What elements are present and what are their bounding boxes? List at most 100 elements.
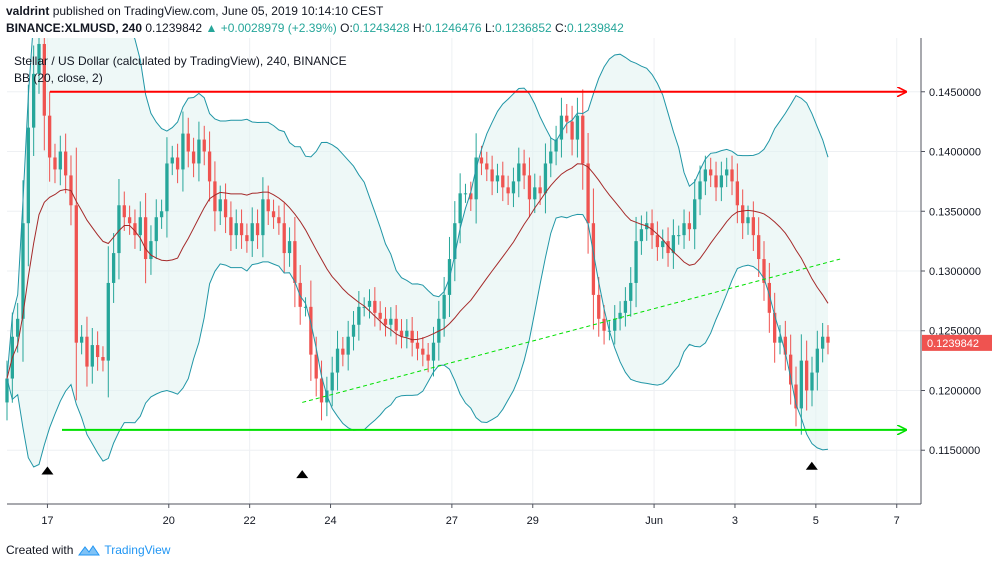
candle-body	[533, 187, 537, 200]
candle-body	[261, 199, 265, 236]
candle-body	[373, 300, 377, 313]
candle-body	[570, 121, 574, 140]
candle-body	[442, 294, 446, 319]
candle-body	[485, 163, 489, 170]
candle-body	[383, 318, 388, 325]
candle-body	[682, 223, 686, 236]
candle-body	[37, 43, 41, 74]
marker-triangle-icon	[296, 470, 309, 479]
candle-body	[522, 163, 526, 176]
candle-body	[357, 306, 361, 325]
candle-body	[277, 217, 281, 224]
y-tick-label: 0.1150000	[929, 445, 980, 457]
author-name[interactable]: valdrint	[6, 4, 50, 18]
candle-body	[778, 336, 782, 343]
symbol-label: BINANCE:XLMUSD, 240	[6, 21, 143, 35]
candle-body	[234, 223, 238, 236]
x-tick-label: 20	[163, 515, 175, 527]
candle-body	[655, 235, 660, 248]
candle-body	[783, 336, 787, 355]
candle-body	[362, 306, 366, 308]
close-value: 0.1239842	[567, 21, 624, 35]
x-tick-label: 3	[732, 515, 738, 527]
candle-body	[26, 127, 30, 224]
ticker-line: BINANCE:XLMUSD, 240 0.1239842 ▲ +0.00289…	[6, 21, 624, 35]
candle-body	[154, 217, 158, 242]
candle-body	[16, 318, 20, 337]
high-label: H:	[412, 21, 425, 35]
candle-body	[693, 199, 697, 230]
candle-body	[591, 223, 596, 295]
candle-body	[805, 360, 809, 391]
price-chart[interactable]: 0.1150000 0.1200000 0.1250000 0.1300000 0.13…	[0, 38, 996, 538]
candle-body	[554, 139, 558, 152]
candle-body	[703, 169, 708, 182]
y-tick-label: 0.1250000	[929, 326, 981, 338]
candle-body	[735, 181, 740, 206]
candle-body	[367, 300, 372, 307]
low-label: L:	[484, 21, 495, 35]
candle-body	[271, 211, 276, 218]
candle-body	[799, 360, 803, 409]
candle-body	[389, 318, 393, 325]
candle-body	[767, 282, 771, 313]
candle-body	[287, 241, 292, 254]
created-with-text: Created with	[6, 543, 74, 557]
footer: Created with TradingView	[6, 543, 170, 557]
y-tick-label: 0.1200000	[929, 385, 981, 397]
candle-body	[501, 175, 505, 188]
last-price-badge	[922, 334, 992, 351]
candle-body	[170, 157, 174, 164]
candle-body	[223, 199, 228, 218]
candle-body	[159, 211, 164, 218]
candle-body	[575, 115, 580, 140]
candle-body	[319, 378, 324, 403]
x-tick-label: 17	[41, 515, 53, 527]
candle-body	[687, 223, 692, 230]
candle-body	[602, 318, 606, 331]
candle-body	[175, 157, 180, 170]
candle-body	[122, 205, 126, 218]
candle-body	[671, 235, 676, 254]
candle-body	[666, 241, 670, 254]
candle-body	[405, 330, 409, 337]
candle-body	[426, 354, 430, 361]
candle-body	[85, 336, 89, 367]
candle-body	[421, 348, 425, 355]
candle-body	[527, 175, 532, 200]
candle-body	[191, 151, 196, 164]
candle-body	[751, 217, 756, 236]
candle-body	[229, 217, 233, 236]
candle-body	[565, 115, 569, 122]
candle-body	[165, 163, 169, 212]
candle-body	[634, 241, 638, 283]
candle-body	[773, 312, 777, 343]
candle-body	[490, 169, 494, 182]
candle-body	[255, 223, 260, 236]
candle-body	[335, 348, 340, 373]
candle-body	[762, 259, 766, 283]
candle-body	[506, 187, 510, 194]
indicator-label: BB (20, close, 2)	[14, 71, 103, 85]
candle-body	[133, 223, 137, 236]
publish-info: valdrint published on TradingView.com, J…	[6, 4, 383, 18]
candle-body	[613, 318, 617, 331]
x-tick-label: 7	[894, 515, 900, 527]
candle-body	[202, 139, 206, 152]
tradingview-brand[interactable]: TradingView	[104, 543, 171, 557]
candle-body	[399, 330, 404, 337]
candle-body	[239, 223, 244, 236]
candle-body	[517, 163, 521, 182]
marker-triangle-icon	[805, 461, 818, 470]
candle-body	[810, 372, 814, 391]
candle-body	[815, 348, 819, 373]
candle-body	[213, 181, 217, 212]
candle-body	[181, 133, 185, 170]
candle-body	[586, 163, 590, 224]
x-tick-label: 27	[446, 515, 458, 527]
candle-body	[581, 115, 585, 164]
candle-body	[309, 306, 313, 355]
low-value: 0.1236852	[494, 21, 552, 35]
candle-body	[794, 384, 798, 409]
candle-body	[330, 372, 334, 391]
